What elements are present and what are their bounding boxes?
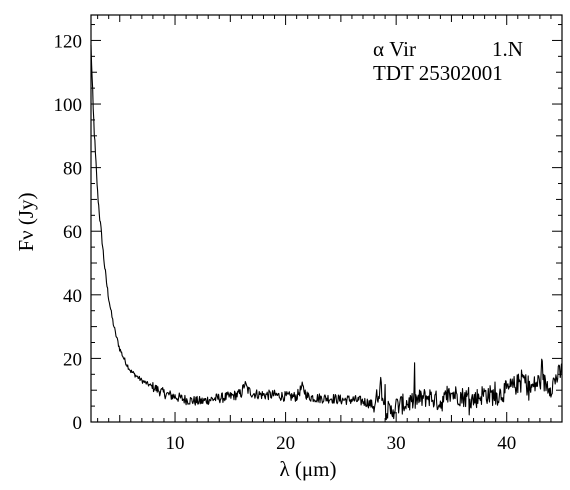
annotation-target: α Vir	[373, 37, 416, 61]
tick-labels: 10 20 30 40 0 20 40 60 80 100 120	[54, 31, 517, 454]
axis-ticks	[91, 15, 563, 423]
x-tick-label: 10	[166, 433, 185, 454]
y-tick-label: 80	[63, 159, 82, 180]
annotation-band: 1.N	[492, 37, 523, 61]
x-tick-label: 20	[276, 433, 295, 454]
annotation-tdt: TDT 25302001	[373, 61, 503, 85]
y-tick-label: 120	[54, 31, 83, 52]
y-tick-label: 100	[54, 95, 83, 116]
x-tick-label: 40	[497, 433, 516, 454]
y-tick-label: 60	[63, 222, 82, 243]
plot-frame	[90, 14, 563, 423]
y-tick-label: 40	[63, 286, 82, 307]
x-axis-label: λ (μm)	[279, 457, 336, 481]
y-axis-label: Fν (Jy)	[14, 192, 38, 251]
y-tick-label: 20	[63, 349, 82, 370]
x-tick-label: 30	[387, 433, 406, 454]
spectrum-line	[90, 44, 563, 421]
y-tick-label: 0	[73, 413, 83, 434]
